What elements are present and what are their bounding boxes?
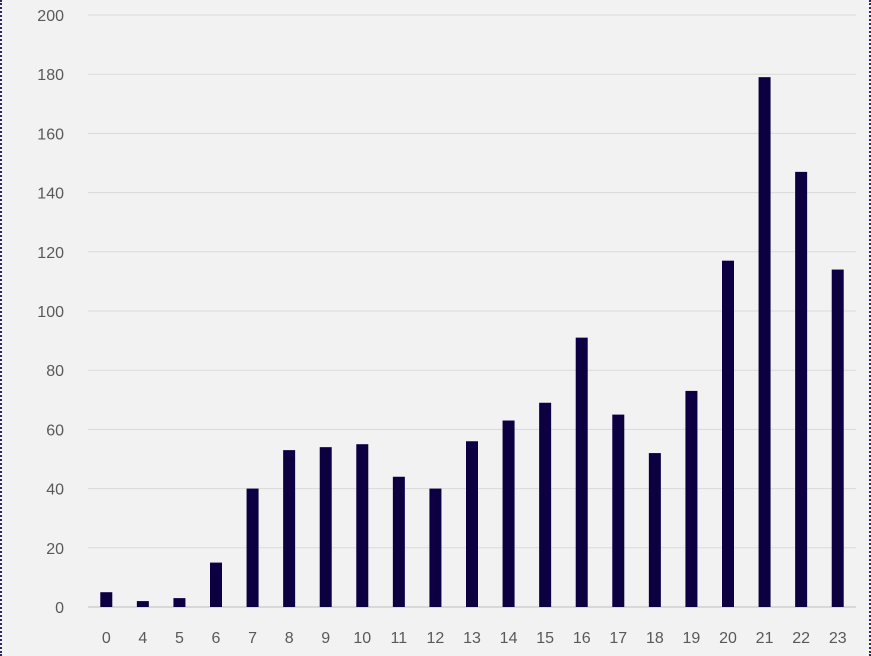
y-tick-label: 100 <box>37 304 64 321</box>
x-tick-label: 15 <box>536 630 554 647</box>
x-tick-label: 6 <box>212 630 221 647</box>
x-tick-label: 13 <box>463 630 481 647</box>
y-tick-label: 180 <box>37 67 64 84</box>
y-tick-label: 20 <box>46 541 64 558</box>
x-tick-label: 21 <box>756 630 774 647</box>
x-tick-label: 7 <box>248 630 257 647</box>
bar-16 <box>575 337 588 607</box>
bar-0 <box>100 592 113 607</box>
y-tick-label: 80 <box>46 363 64 380</box>
bar-4 <box>136 601 149 607</box>
x-tick-label: 16 <box>573 630 591 647</box>
bar-14 <box>502 420 515 607</box>
bar-19 <box>685 390 698 607</box>
bar-15 <box>539 402 552 607</box>
x-tick-label: 0 <box>102 630 111 647</box>
bar-13 <box>466 441 478 607</box>
bar-20 <box>722 260 734 607</box>
x-tick-label: 12 <box>427 630 445 647</box>
x-tick-label: 8 <box>285 630 294 647</box>
x-tick-label: 17 <box>609 630 627 647</box>
x-tick-label: 4 <box>138 630 147 647</box>
x-tick-label: 19 <box>683 630 701 647</box>
y-axis-ticks: 0 20 40 60 80 100 120 140 160 180 200 <box>37 8 64 617</box>
bar-18 <box>648 453 661 607</box>
bar-22 <box>795 171 808 607</box>
y-tick-label: 200 <box>37 8 64 25</box>
bars <box>100 77 844 607</box>
bar-17 <box>612 414 625 607</box>
bar-7 <box>246 488 259 607</box>
bar-12 <box>429 488 442 607</box>
y-tick-label: 60 <box>46 422 64 439</box>
y-tick-label: 160 <box>37 126 64 143</box>
x-tick-label: 14 <box>500 630 518 647</box>
x-tick-label: 11 <box>391 630 408 647</box>
bar-10 <box>356 444 369 607</box>
y-tick-label: 120 <box>37 245 64 262</box>
y-tick-label: 140 <box>37 186 64 203</box>
x-tick-label: 5 <box>175 630 184 647</box>
bar-21 <box>758 77 771 607</box>
bar-23 <box>831 269 844 607</box>
y-tick-label: 0 <box>55 600 64 617</box>
bar-11 <box>392 476 405 607</box>
x-tick-label: 23 <box>829 630 847 647</box>
x-axis-ticks: 0 4 5 6 7 8 9 10 11 12 13 14 15 16 17 18 19 20 21 22 23 <box>102 630 847 647</box>
x-tick-label: 20 <box>719 630 737 647</box>
x-tick-label: 18 <box>646 630 664 647</box>
bar-9 <box>319 447 332 607</box>
bar-6 <box>210 562 222 607</box>
x-tick-label: 10 <box>353 630 371 647</box>
x-tick-label: 9 <box>321 630 330 647</box>
x-tick-label: 22 <box>792 630 810 647</box>
bar-5 <box>173 598 186 607</box>
y-tick-label: 40 <box>46 482 64 499</box>
bar-8 <box>283 450 296 607</box>
